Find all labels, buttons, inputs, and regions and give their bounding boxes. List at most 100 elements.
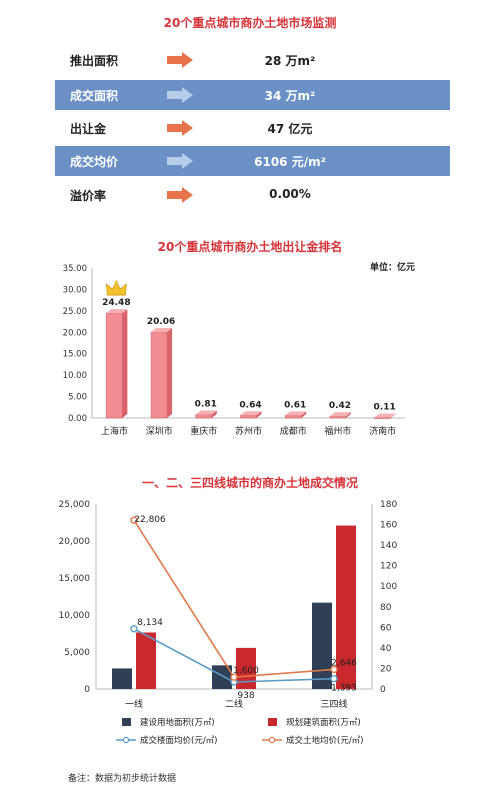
series-line [133, 519, 335, 678]
y2-tick-label: 20 [380, 664, 392, 674]
metric-value: 0.00% [269, 187, 311, 201]
y-tick-label: 25.00 [63, 307, 87, 317]
x-tick-label: 福州市 [324, 425, 351, 437]
x-tick-label: 二线 [225, 698, 243, 710]
metric-label: 成交均价 [70, 155, 119, 169]
page-title: 20个重点城市商办土地市场监测 [163, 16, 337, 30]
legend-label: 成交楼面均价(元/㎡) [140, 735, 218, 746]
x-tick-label: 三四线 [320, 698, 347, 710]
y2-tick-label: 180 [380, 500, 397, 510]
x-tick-label: 济南市 [369, 425, 396, 437]
x-tick-label: 一线 [125, 698, 143, 710]
metric-label: 出让金 [70, 122, 107, 136]
metric-label: 成交面积 [70, 89, 119, 103]
metric-row: 溢价率 0.00% [55, 180, 450, 210]
legend-entry: 成交土地均价(元/㎡) [262, 735, 364, 746]
chart1-ranking: 单位：亿元 0.00 5.00 10.00 15.00 20.00 25.00 30.00 35… [63, 261, 415, 437]
bar [150, 328, 173, 419]
data-label: 0.64 [239, 400, 261, 410]
arrow-right-icon [167, 187, 193, 203]
data-label: 938 [237, 691, 254, 701]
y2-tick-label: 60 [380, 623, 392, 633]
metric-value: 28 万m² [264, 54, 316, 68]
data-label: 22,806 [134, 515, 166, 525]
y-tick-label: 20,000 [59, 537, 91, 547]
y-tick-label: 15,000 [59, 574, 91, 584]
arrow-right-icon [167, 120, 193, 136]
y2-tick-label: 40 [380, 644, 392, 654]
metric-row: 推出面积 28 万m² [55, 45, 450, 75]
x-tick-label: 重庆市 [190, 425, 217, 437]
x-tick-label: 上海市 [101, 425, 128, 437]
legend-label: 建设用地面积(万㎡) [140, 717, 215, 728]
data-label: 0.42 [329, 401, 351, 411]
data-point [130, 516, 138, 524]
bar [374, 413, 396, 419]
y-tick-label: 0 [84, 685, 90, 695]
legend-entry: 建设用地面积(万㎡) [122, 717, 215, 728]
x-tick-label: 苏州市 [235, 425, 262, 437]
unit-label: 单位：亿元 [370, 261, 415, 273]
bar [312, 602, 332, 689]
x-tick-label: 深圳市 [146, 425, 173, 437]
legend-label: 成交土地均价(元/㎡) [286, 735, 364, 746]
y-tick-label: 5,000 [64, 648, 90, 658]
data-label: 1,393 [331, 684, 357, 694]
bar [212, 665, 232, 689]
data-point [130, 625, 138, 633]
y-tick-label: 10,000 [59, 611, 91, 621]
y2-tick-label: 160 [380, 521, 397, 531]
chart1-title: 20个重点城市商办土地出让金排名 [157, 240, 343, 254]
data-label: 0.81 [195, 400, 217, 410]
footer-note: 备注：数据为初步统计数据 [68, 774, 177, 784]
y-tick-label: 25,000 [59, 500, 91, 510]
metric-value: 47 亿元 [267, 122, 313, 136]
legend-entry: 成交楼面均价(元/㎡) [116, 735, 218, 746]
bar [284, 411, 307, 419]
metric-value: 6106 元/m² [254, 155, 326, 169]
y-tick-label: 10.00 [63, 371, 87, 381]
legend-label: 规划建筑面积(万㎡) [286, 717, 361, 728]
metric-row: 成交面积 34 万m² [55, 80, 450, 110]
metric-label: 溢价率 [70, 189, 107, 203]
chart2-title: 一、二、三四线城市的商办土地成交情况 [141, 476, 358, 490]
data-label: 24.48 [102, 298, 130, 308]
y-tick-label: 0.00 [68, 414, 87, 424]
bar [136, 632, 156, 689]
metric-row: 出让金 47 亿元 [55, 113, 450, 143]
bar [195, 410, 217, 419]
bar [329, 412, 351, 419]
arrow-right-icon [167, 52, 193, 68]
data-label: 0.61 [284, 400, 306, 410]
crown-icon [105, 280, 127, 296]
y2-tick-label: 120 [380, 562, 397, 572]
y-tick-label: 15.00 [63, 350, 87, 360]
arrow-right-icon [167, 153, 193, 169]
y2-tick-label: 140 [380, 541, 397, 551]
data-point [330, 665, 338, 674]
y2-tick-label: 80 [380, 603, 392, 613]
data-label: 2,646 [331, 658, 357, 668]
arrow-right-icon [167, 87, 193, 103]
data-label: 20.06 [147, 317, 175, 327]
data-label: 8,134 [137, 618, 163, 628]
metric-row: 成交均价 6106 元/m² [55, 146, 450, 176]
y2-tick-label: 100 [380, 582, 397, 592]
bar [236, 647, 256, 689]
x-tick-label: 成都市 [280, 425, 307, 437]
bar [106, 309, 128, 419]
chart2-tier-transactions: 0 5,000 10,000 15,000 20,000 25,000 0 20 40 60 80 1… [59, 500, 398, 746]
data-point [330, 674, 338, 683]
metric-label: 推出面积 [70, 54, 119, 68]
bar [112, 668, 132, 689]
bar [240, 411, 262, 419]
y-tick-label: 30.00 [63, 285, 87, 295]
y-tick-label: 35.00 [63, 264, 87, 274]
bar [336, 525, 356, 689]
data-label: 1,600 [233, 666, 259, 676]
metric-value: 34 万m² [264, 89, 316, 103]
legend-entry: 规划建筑面积(万㎡) [268, 717, 361, 728]
y2-tick-label: 0 [380, 685, 386, 695]
data-label: 0.11 [374, 403, 396, 413]
y-tick-label: 20.00 [63, 328, 87, 338]
